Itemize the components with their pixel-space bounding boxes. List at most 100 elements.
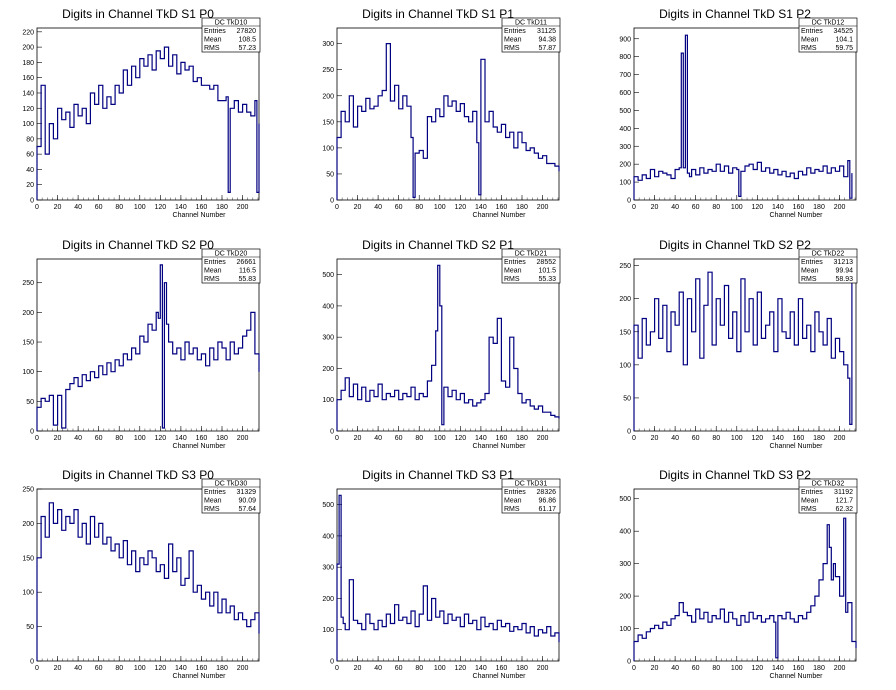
x-tick-label: 60 xyxy=(95,204,103,211)
stats-label: Mean xyxy=(801,37,819,44)
stats-box xyxy=(201,248,261,284)
chart-title: Digits in Channel TkD S2 P2 xyxy=(659,238,811,252)
x-tick-label: 120 xyxy=(154,435,166,442)
x-tick-label: 200 xyxy=(537,435,549,442)
x-tick-label: 160 xyxy=(793,204,805,211)
y-tick-label: 160 xyxy=(22,75,34,82)
stats-value: 31329 xyxy=(237,489,257,496)
x-axis-label: Channel Number xyxy=(173,443,227,450)
stats-name: DC TkD30 xyxy=(215,481,248,488)
stats-value: 61.17 xyxy=(538,506,556,513)
plot-frame xyxy=(36,488,260,662)
y-tick-label: 500 xyxy=(619,108,631,115)
stats-value: 26661 xyxy=(237,259,257,266)
y-tick-label: 500 xyxy=(619,496,631,503)
panel-9: Digits in Channel TkD S3 P20100200300400… xyxy=(619,468,858,680)
stats-value: 28552 xyxy=(537,259,557,266)
x-tick-label: 160 xyxy=(496,665,508,672)
y-tick-label: 400 xyxy=(322,303,334,310)
x-tick-label: 120 xyxy=(154,665,166,672)
stats-value: 90.09 xyxy=(238,498,256,505)
x-tick-label: 100 xyxy=(434,665,446,672)
x-tick-label: 80 xyxy=(115,665,123,672)
x-tick-label: 160 xyxy=(196,204,208,211)
y-tick-label: 100 xyxy=(22,121,34,128)
x-tick-label: 200 xyxy=(834,435,846,442)
panel-6: Digits in Channel TkD S2 P20501001502002… xyxy=(619,238,858,450)
x-tick-label: 60 xyxy=(95,665,103,672)
x-tick-label: 160 xyxy=(793,665,805,672)
x-tick-label: 40 xyxy=(374,665,382,672)
y-tick-label: 0 xyxy=(627,659,631,666)
y-tick-label: 250 xyxy=(22,280,34,287)
y-tick-label: 0 xyxy=(30,429,34,436)
x-tick-label: 100 xyxy=(434,435,446,442)
stats-label: Entries xyxy=(204,28,226,35)
x-tick-label: 140 xyxy=(772,665,784,672)
x-tick-label: 0 xyxy=(35,665,39,672)
x-tick-label: 40 xyxy=(374,204,382,211)
x-tick-label: 200 xyxy=(834,665,846,672)
x-axis-label: Channel Number xyxy=(770,673,824,680)
stats-name: DC TkD12 xyxy=(812,20,845,27)
y-tick-label: 400 xyxy=(322,533,334,540)
x-tick-label: 120 xyxy=(454,665,466,672)
x-tick-label: 100 xyxy=(134,435,146,442)
y-tick-label: 200 xyxy=(619,594,631,601)
y-tick-label: 0 xyxy=(330,659,334,666)
x-axis-label: Channel Number xyxy=(473,673,527,680)
x-tick-label: 160 xyxy=(196,435,208,442)
chart-title: Digits in Channel TkD S3 P1 xyxy=(362,468,514,482)
x-tick-label: 140 xyxy=(475,665,487,672)
series-line xyxy=(36,46,260,200)
x-tick-label: 0 xyxy=(35,435,39,442)
stats-label: Entries xyxy=(504,489,526,496)
x-tick-label: 0 xyxy=(632,665,636,672)
stats-value: 94.38 xyxy=(538,37,556,44)
series-line xyxy=(633,265,853,431)
y-tick-label: 200 xyxy=(619,162,631,169)
x-tick-label: 20 xyxy=(354,665,362,672)
stats-value: 58.93 xyxy=(835,276,853,283)
x-tick-label: 60 xyxy=(692,665,700,672)
y-tick-label: 100 xyxy=(322,627,334,634)
x-tick-label: 20 xyxy=(354,204,362,211)
panel-7: Digits in Channel TkD S3 P00501001502002… xyxy=(22,468,261,680)
y-tick-label: 300 xyxy=(322,41,334,48)
stats-box xyxy=(798,478,858,514)
stats-name: DC TkD31 xyxy=(515,481,548,488)
stats-label: Entries xyxy=(504,259,526,266)
x-tick-label: 40 xyxy=(74,665,82,672)
stats-label: Entries xyxy=(204,489,226,496)
x-tick-label: 100 xyxy=(731,204,743,211)
x-tick-label: 60 xyxy=(395,204,403,211)
stats-label: Entries xyxy=(504,28,526,35)
stats-value: 57.64 xyxy=(238,506,256,513)
stats-label: RMS xyxy=(504,276,520,283)
stats-name: DC TkD21 xyxy=(515,251,548,258)
x-tick-label: 40 xyxy=(74,204,82,211)
panel-3: Digits in Channel TkD S1 P20100200300400… xyxy=(619,7,858,219)
x-tick-label: 200 xyxy=(834,204,846,211)
x-tick-label: 80 xyxy=(712,665,720,672)
series-line xyxy=(36,264,260,431)
chart-title: Digits in Channel TkD S2 P1 xyxy=(362,238,514,252)
stats-box xyxy=(501,478,561,514)
stats-label: Entries xyxy=(204,259,226,266)
y-tick-label: 120 xyxy=(22,106,34,113)
plot-frame xyxy=(633,27,857,201)
stats-label: Entries xyxy=(801,489,823,496)
y-tick-label: 220 xyxy=(22,29,34,36)
x-tick-label: 180 xyxy=(516,204,528,211)
x-tick-label: 200 xyxy=(237,204,249,211)
x-tick-label: 20 xyxy=(651,665,659,672)
panel-5: Digits in Channel TkD S2 P10100200300400… xyxy=(322,238,561,450)
chart-title: Digits in Channel TkD S1 P0 xyxy=(62,7,214,21)
y-tick-label: 600 xyxy=(619,90,631,97)
stats-value: 101.5 xyxy=(538,268,556,275)
y-tick-label: 100 xyxy=(22,590,34,597)
x-tick-label: 100 xyxy=(731,665,743,672)
stats-value: 104.1 xyxy=(835,37,853,44)
x-tick-label: 40 xyxy=(671,204,679,211)
